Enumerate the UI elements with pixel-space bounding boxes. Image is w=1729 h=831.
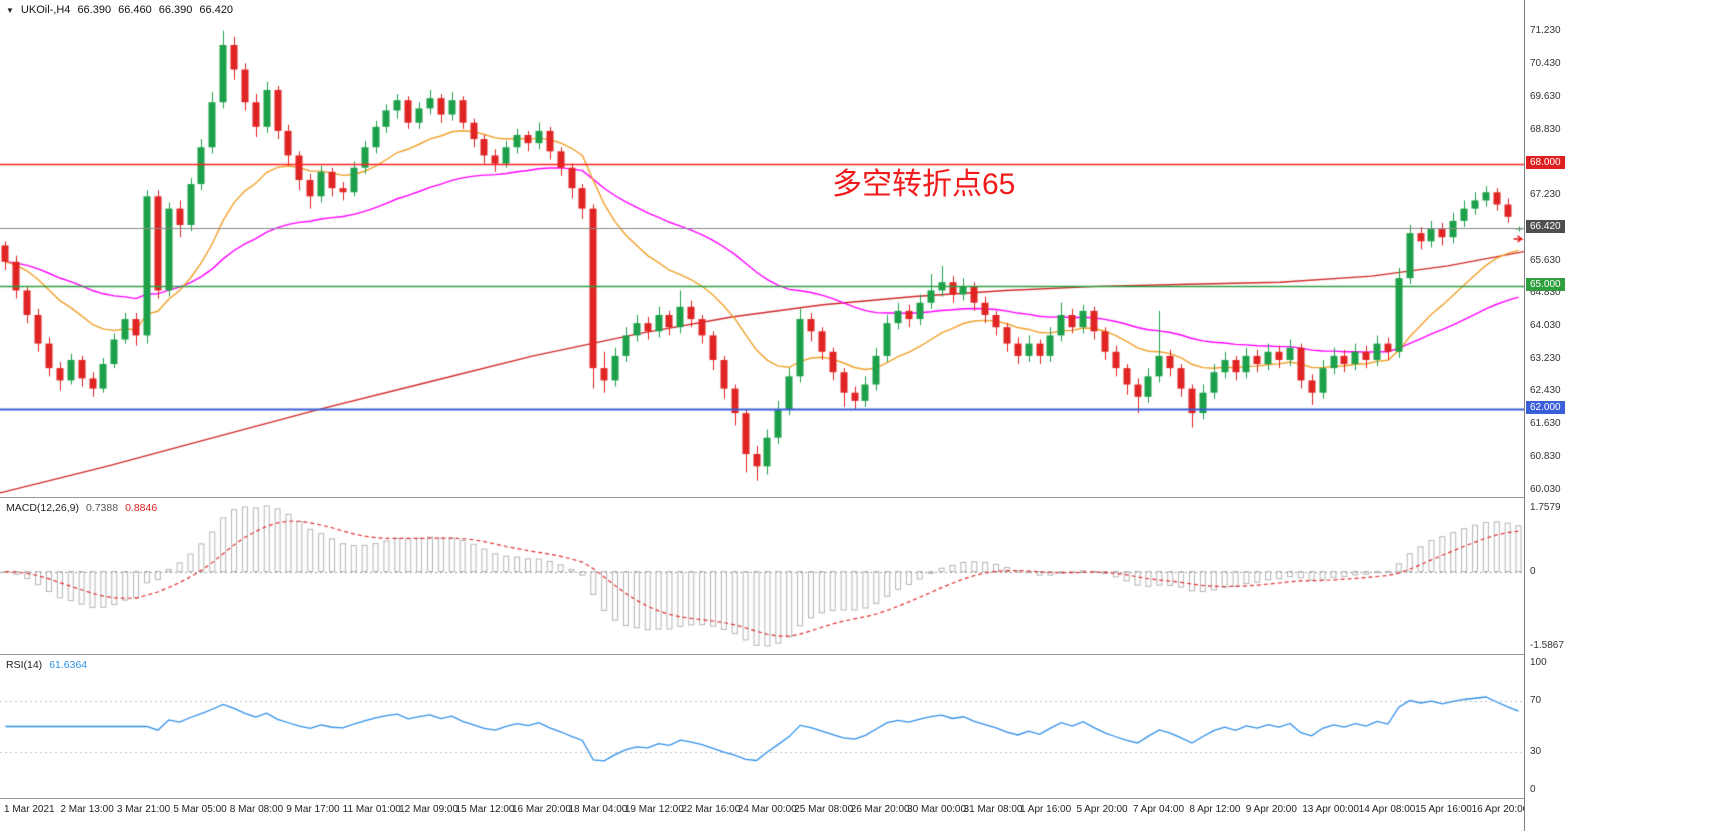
macd-axis-min: -1.5867	[1530, 640, 1564, 651]
rsi-indicator-chart[interactable]	[0, 655, 1524, 798]
time-tick-label: 22 Mar 16:00	[681, 804, 741, 815]
price-tick-label: 68.830	[1530, 123, 1561, 135]
panel-separator[interactable]	[0, 654, 1729, 655]
time-tick-label: 18 Mar 04:00	[568, 804, 628, 815]
macd-axis-zero: 0	[1530, 565, 1536, 577]
time-tick-label: 2 Mar 13:00	[60, 804, 114, 815]
price-tick-label: 64.830	[1530, 287, 1561, 299]
rsi-axis-label: 30	[1530, 745, 1542, 757]
rsi-label: RSI(14) 61.6364	[6, 659, 87, 671]
time-tick-label: 26 Mar 20:00	[850, 804, 910, 815]
ohlc-open: 66.390	[77, 4, 112, 16]
time-axis[interactable]: 1 Mar 2021 2 Mar 13:00 3 Mar 21:00 5 Mar 05…	[0, 799, 1528, 831]
rsi-axis-label: 100	[1530, 657, 1547, 668]
panel-separator[interactable]	[0, 798, 1729, 799]
time-tick-label: 14 Apr 08:00	[1358, 804, 1416, 815]
macd-indicator-chart[interactable]	[0, 498, 1524, 654]
time-tick-label: 16 Apr 20:00	[1471, 804, 1529, 815]
symbol-timeframe-label: UKOil-,H4	[20, 4, 71, 16]
time-tick-label: 9 Mar 17:00	[286, 804, 340, 815]
main-price-chart[interactable]	[0, 0, 1524, 497]
time-tick-label: 7 Apr 04:00	[1132, 804, 1185, 815]
chart-symbol-header[interactable]: ▼ UKOil-,H4 66.390 66.460 66.390 66.420	[6, 4, 233, 16]
time-tick-label: 9 Apr 20:00	[1245, 804, 1297, 815]
time-tick-label: 31 Mar 08:00	[963, 804, 1023, 815]
rsi-axis-label: 0	[1530, 784, 1536, 795]
price-tick-label: 62.430	[1530, 385, 1561, 397]
ohlc-high: 66.460	[118, 4, 152, 16]
price-level-badge: 62.000	[1526, 401, 1565, 415]
time-tick-label: 19 Mar 12:00	[624, 804, 684, 815]
time-tick-label: 3 Mar 21:00	[116, 804, 171, 815]
macd-main-value: 0.7388	[85, 502, 119, 514]
time-tick-label: 15 Mar 12:00	[455, 804, 515, 815]
time-tick-label: 25 Mar 08:00	[794, 804, 854, 815]
price-tick-label: 63.230	[1530, 352, 1561, 364]
price-tick-label: 60.030	[1530, 483, 1561, 495]
time-tick-label: 1 Mar 2021	[4, 804, 55, 815]
time-tick-label: 30 Mar 00:00	[907, 804, 967, 815]
time-tick-label: 5 Apr 20:00	[1076, 804, 1128, 815]
macd-name: MACD(12,26,9)	[6, 502, 79, 514]
chart-annotation-text[interactable]: 多空转折点65	[832, 168, 1016, 201]
price-tick-label: 71.230	[1530, 25, 1561, 37]
price-level-badge: 68.000	[1526, 155, 1565, 169]
price-level-badge: 66.420	[1526, 220, 1565, 234]
time-tick-label: 11 Mar 01:00	[342, 804, 401, 815]
time-tick-label: 8 Apr 12:00	[1189, 804, 1241, 815]
time-tick-label: 13 Apr 00:00	[1302, 804, 1359, 815]
price-tick-label: 67.230	[1530, 189, 1561, 201]
time-tick-label: 5 Mar 05:00	[173, 804, 227, 815]
macd-signal-value: 0.8846	[125, 502, 158, 514]
price-tick-label: 61.630	[1530, 418, 1561, 430]
rsi-axis-label: 70	[1530, 695, 1542, 707]
price-level-badge: 65.000	[1526, 278, 1565, 292]
macd-label: MACD(12,26,9) 0.7388 0.8846	[6, 502, 157, 514]
price-tick-label: 65.630	[1530, 254, 1561, 266]
rsi-value: 61.6364	[49, 659, 88, 671]
rsi-name: RSI(14)	[6, 659, 43, 671]
price-tick-label: 69.630	[1530, 90, 1561, 102]
panel-separator[interactable]	[0, 497, 1729, 498]
collapse-triangle-icon[interactable]: ▼	[6, 5, 14, 15]
time-tick-label: 12 Mar 09:00	[399, 804, 459, 815]
time-tick-label: 15 Apr 16:00	[1415, 804, 1472, 815]
price-axis[interactable]: 71.230 70.430 69.630 68.830 67.230 65.630 64.8…	[1524, 0, 1729, 831]
macd-axis-max: 1.7579	[1530, 502, 1561, 513]
time-tick-label: 8 Mar 08:00	[229, 804, 284, 815]
ohlc-low: 66.390	[158, 4, 193, 16]
time-tick-label: 1 Apr 16:00	[1020, 804, 1072, 815]
price-tick-label: 60.830	[1530, 450, 1561, 462]
ohlc-close: 66.420	[199, 4, 234, 16]
price-tick-label: 70.430	[1530, 58, 1561, 70]
time-tick-label: 16 Mar 20:00	[512, 804, 571, 815]
time-tick-label: 24 Mar 00:00	[737, 804, 797, 815]
price-tick-label: 64.030	[1530, 320, 1561, 332]
